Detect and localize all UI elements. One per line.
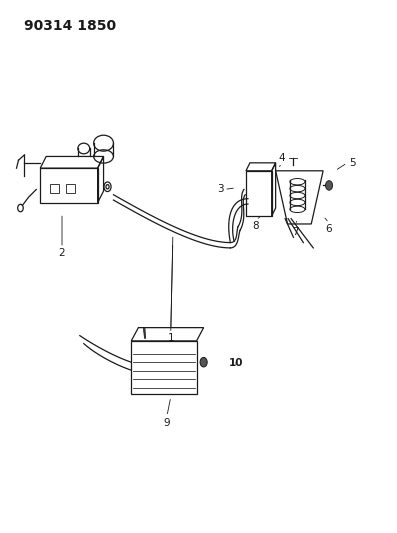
Text: 6: 6 (326, 224, 332, 234)
Text: 4: 4 (278, 153, 285, 163)
Text: 1: 1 (168, 333, 174, 343)
Circle shape (200, 358, 207, 367)
Text: 8: 8 (252, 221, 259, 231)
Circle shape (326, 181, 333, 190)
Text: 9: 9 (164, 418, 170, 428)
Text: 10: 10 (229, 358, 243, 368)
Text: 90314 1850: 90314 1850 (25, 19, 117, 33)
Text: 3: 3 (218, 184, 224, 195)
Text: 2: 2 (59, 248, 66, 258)
Text: 7: 7 (292, 227, 299, 237)
Text: 5: 5 (349, 158, 355, 168)
